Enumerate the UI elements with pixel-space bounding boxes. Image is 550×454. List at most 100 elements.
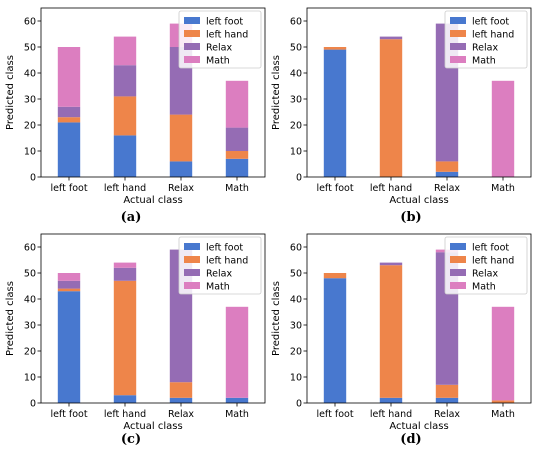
legend-label: left hand [472,30,514,41]
bar-segment [379,265,403,398]
x-tick-label: Relax [434,183,460,194]
x-tick-label: Math [225,409,249,420]
x-tick-label: left foot [50,183,87,194]
bar-segment [113,96,137,136]
bar-segment [323,273,347,279]
y-tick-label: 0 [30,173,36,184]
x-tick-label: left hand [370,183,412,194]
x-tick-label: Relax [434,409,460,420]
x-tick-label: left hand [104,183,146,194]
legend-swatch [184,17,200,24]
legend-label: Math [472,56,496,67]
y-tick-label: 10 [290,373,302,384]
legend: left foot left hand Relax Math [178,10,262,69]
bar-segment [225,397,249,403]
y-tick-label: 40 [290,295,302,306]
bar-segment [169,397,193,403]
caption-b: (b) [400,210,421,225]
legend-swatch [450,43,466,50]
legend-swatch [184,243,200,250]
legend-swatch [184,269,200,276]
bar-segment [225,158,249,177]
y-axis-label: Predicted class [5,55,16,130]
x-tick-label: Math [225,183,249,194]
y-tick-label: 40 [24,69,36,80]
bar-segment [57,47,81,107]
bar-segment [323,278,347,403]
chart-c: 0 10 20 30 40 50 60 left foot left hand Relax Math… [5,233,266,432]
x-axis-label: Actual class [123,195,182,206]
legend-label: Relax [206,43,232,54]
legend-swatch [450,256,466,263]
y-tick-label: 30 [290,321,302,332]
plot-frame [40,233,266,404]
legend-label: left hand [472,256,514,267]
legend: left foot left hand Relax Math [178,236,262,295]
bar-segment [113,36,137,66]
legend-label: left hand [206,256,248,267]
y-tick-label: 60 [290,17,302,28]
bar-segment [225,306,249,398]
y-tick-label: 40 [24,295,36,306]
bar-segment [435,171,459,177]
bar-segment [113,267,137,281]
caption-c: (c) [121,432,141,447]
legend-swatch [184,256,200,263]
legend-label: left foot [206,17,243,28]
bar-segment [57,106,81,118]
y-tick-label: 0 [296,173,302,184]
legend-swatch [184,30,200,37]
y-tick-label: 60 [24,243,36,254]
x-tick-label: left hand [104,409,146,420]
bar-segment [225,80,249,128]
bar-segment [57,117,81,123]
bar-segment [169,161,193,177]
bar-segment [435,384,459,398]
legend-label: left foot [206,243,243,254]
legend-label: left foot [472,17,509,28]
y-axis-label: Predicted class [271,55,282,130]
y-tick-label: 50 [290,43,302,54]
bar-segment [113,262,137,268]
y-tick-label: 10 [290,147,302,158]
y-tick-label: 20 [290,347,302,358]
bar-segment [57,288,81,292]
x-tick-label: left hand [370,409,412,420]
y-tick-label: 50 [24,43,36,54]
y-tick-label: 20 [24,121,36,132]
chart-d: 0 10 20 30 40 50 60 left foot left hand Relax Math… [271,233,532,432]
legend-label: left foot [472,243,509,254]
y-axis-label: Predicted class [271,281,282,356]
legend-swatch [450,30,466,37]
bar-segment [57,291,81,403]
bar-segment [379,36,403,40]
bar-segment [113,65,137,97]
legend-box [444,236,528,295]
caption-d: (d) [400,432,421,447]
bar-segment [491,306,515,401]
legend: left foot left hand Relax Math [444,10,528,69]
y-tick-label: 10 [24,147,36,158]
legend-swatch [450,56,466,63]
x-tick-label: left foot [316,183,353,194]
bar-segment [379,39,403,178]
bar-segment [169,114,193,162]
y-tick-label: 0 [296,399,302,410]
x-tick-label: left foot [50,409,87,420]
legend-label: Relax [206,269,232,280]
chart-a: 0 10 20 30 40 50 60 left foot left hand Relax Math… [5,7,266,206]
bar-segment [57,273,81,281]
y-tick-label: 30 [24,321,36,332]
y-tick-label: 50 [24,269,36,280]
caption-a: (a) [121,210,142,225]
y-tick-label: 20 [24,347,36,358]
bar-segment [113,280,137,396]
legend-label: Math [472,282,496,293]
bar-segment [379,397,403,403]
legend-label: Relax [472,269,498,280]
y-tick-label: 10 [24,373,36,384]
bar-segment [435,397,459,403]
legend-swatch [450,17,466,24]
x-axis-label: Actual class [123,421,182,432]
